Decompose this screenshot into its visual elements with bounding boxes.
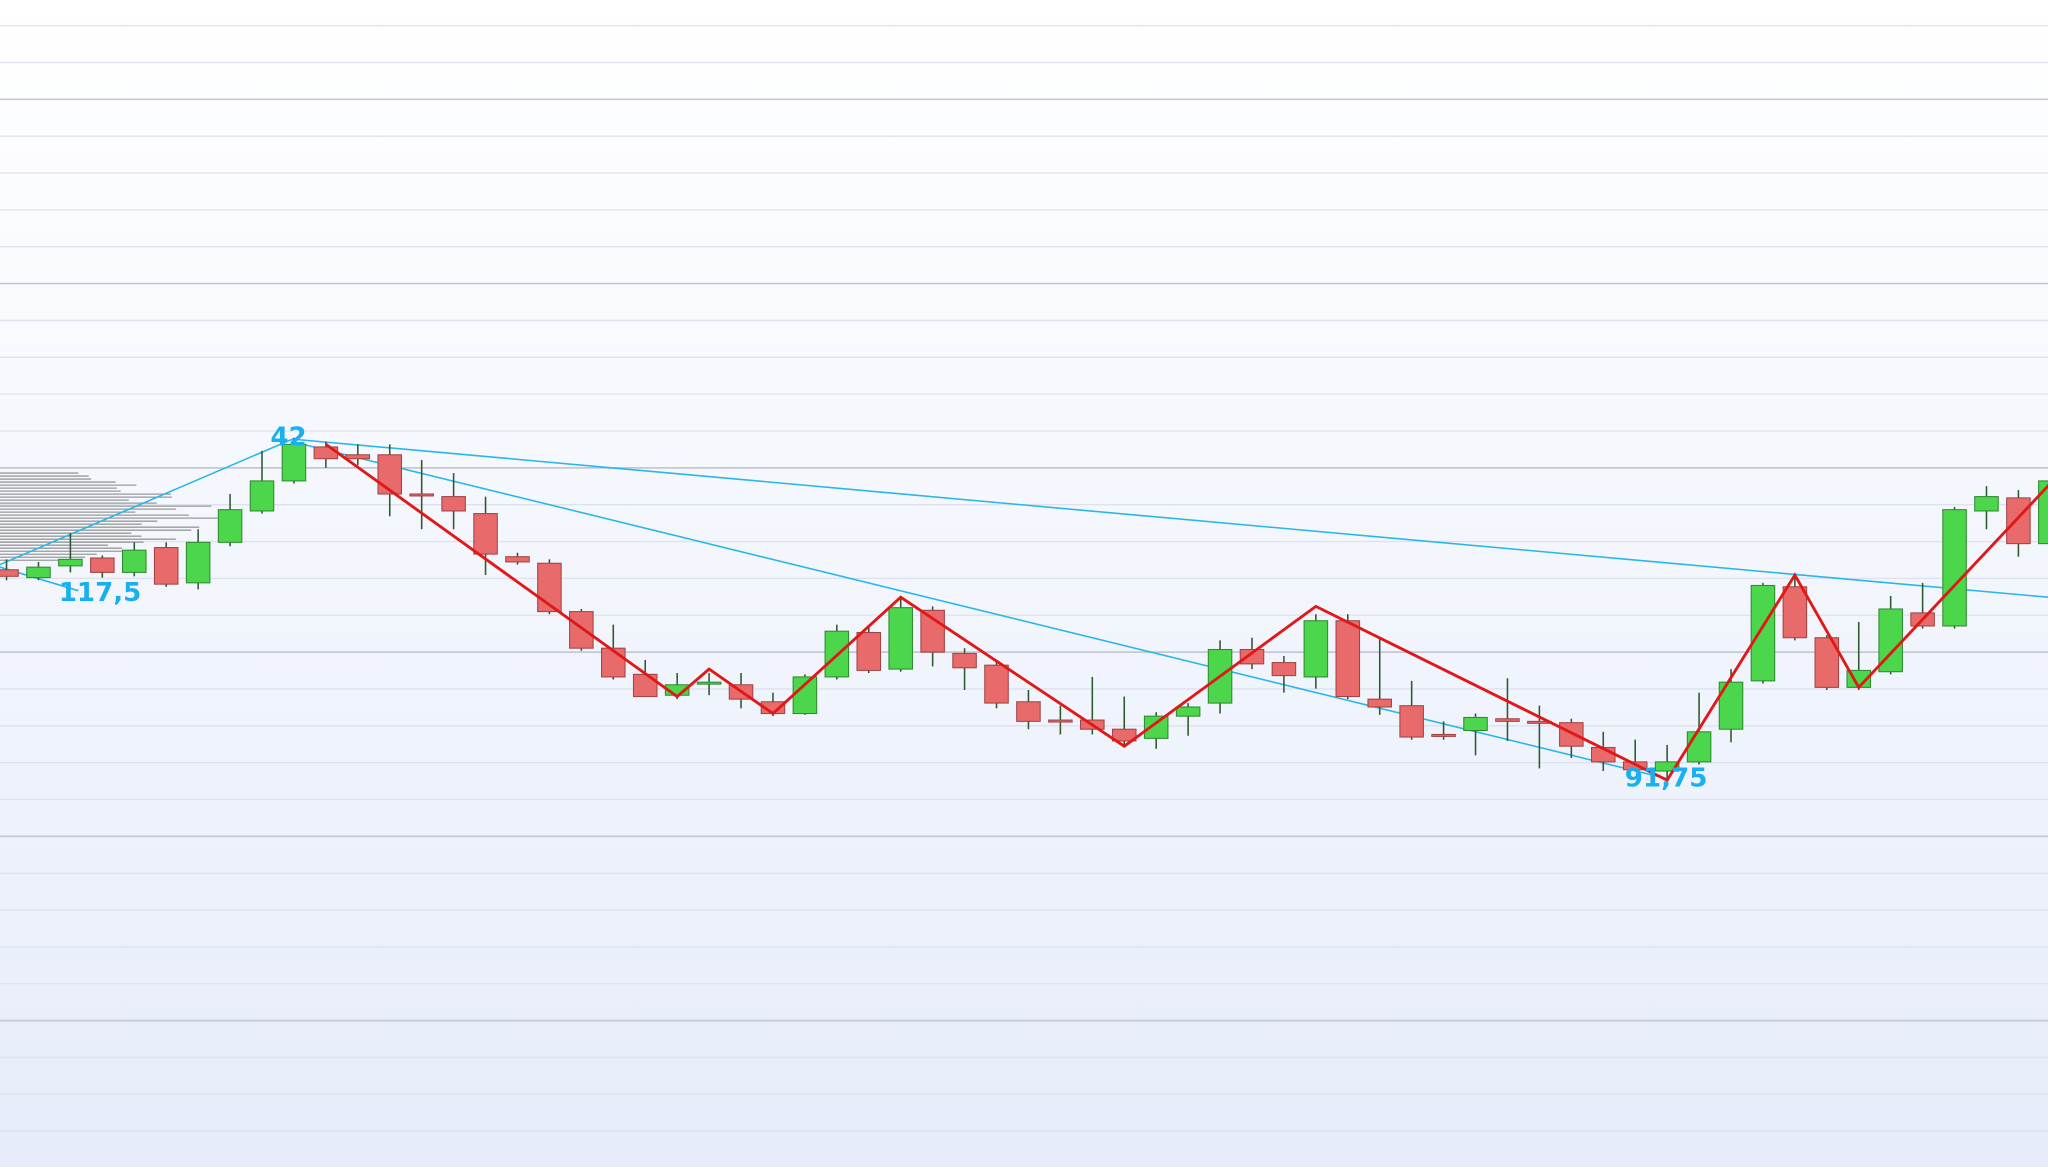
trend-line xyxy=(292,440,1669,780)
candle-body xyxy=(90,557,115,573)
candle-body xyxy=(952,652,977,669)
trend-line xyxy=(0,438,293,566)
candle-body xyxy=(984,664,1009,704)
candle-body xyxy=(121,549,147,573)
candle-body xyxy=(696,681,722,685)
candle-body xyxy=(1559,722,1584,747)
candle-body xyxy=(920,609,945,653)
candle-body xyxy=(792,676,818,715)
candle-body xyxy=(1463,716,1488,732)
candle-body xyxy=(569,611,594,649)
candle-body xyxy=(1814,637,1840,688)
candle-body xyxy=(1367,698,1392,708)
candle-body xyxy=(1686,731,1712,763)
candle-body xyxy=(505,556,530,563)
candle-body xyxy=(26,566,51,579)
candle-body xyxy=(153,547,179,585)
candle-body xyxy=(2006,497,2031,545)
candle-body xyxy=(58,558,83,567)
candle-body xyxy=(1654,761,1680,772)
candle-body xyxy=(1303,620,1329,678)
candle-body xyxy=(1974,496,1999,512)
annotation: 42 xyxy=(270,423,306,453)
candle-body xyxy=(2038,480,2048,545)
candle-body xyxy=(441,496,466,512)
candle-body xyxy=(1239,648,1265,665)
candle-body xyxy=(1271,662,1297,677)
candle-body xyxy=(1718,681,1744,730)
candle-body xyxy=(1175,706,1201,717)
candle-body xyxy=(0,569,19,577)
candle-body xyxy=(249,480,275,512)
candle-body xyxy=(632,673,658,698)
trend-line xyxy=(292,438,2048,599)
candle-body xyxy=(409,493,434,497)
candle-body xyxy=(856,631,882,671)
candle-body xyxy=(1782,586,1808,639)
candle-body xyxy=(1048,719,1073,723)
candle-body xyxy=(345,454,371,460)
candle-body xyxy=(1399,705,1424,738)
candle-body xyxy=(1495,718,1520,722)
candle-body xyxy=(377,454,403,495)
candle-body xyxy=(185,541,211,584)
candle-body xyxy=(1016,701,1041,722)
candle-body xyxy=(1335,620,1361,698)
candle-body xyxy=(1942,509,1967,627)
candle-body xyxy=(888,607,913,670)
candle-body xyxy=(1431,733,1456,737)
volume-profile xyxy=(0,472,219,561)
candle-body xyxy=(281,443,307,482)
candle-body xyxy=(601,647,626,678)
annotation: 117,5 xyxy=(59,578,142,608)
candle-body xyxy=(1143,715,1169,739)
zigzag-line xyxy=(325,443,2048,783)
candle-body xyxy=(473,513,498,555)
candle-body xyxy=(1750,584,1776,682)
candle-body xyxy=(1111,728,1137,742)
candle-body xyxy=(217,509,243,543)
annotation: 91,75 xyxy=(1625,764,1708,794)
zigzag xyxy=(325,443,2048,783)
